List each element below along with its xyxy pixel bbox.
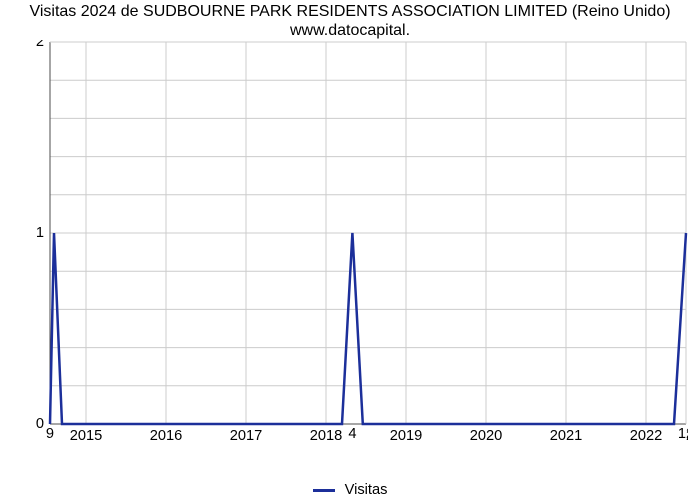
svg-text:2016: 2016	[150, 428, 183, 444]
chart-container: Visitas 2024 de SUDBOURNE PARK RESIDENTS…	[0, 0, 700, 500]
svg-text:2: 2	[36, 40, 44, 50]
svg-text:2021: 2021	[550, 428, 583, 444]
svg-text:2022: 2022	[630, 428, 663, 444]
line-chart: 0122015201620172018201920202021202220294…	[34, 40, 688, 454]
svg-text:2015: 2015	[70, 428, 103, 444]
legend: Visitas	[0, 482, 700, 498]
svg-text:2019: 2019	[390, 428, 423, 444]
svg-text:4: 4	[348, 426, 356, 442]
svg-text:1: 1	[36, 225, 44, 241]
legend-swatch	[313, 489, 335, 492]
legend-label: Visitas	[345, 482, 388, 498]
svg-text:0: 0	[36, 416, 44, 432]
svg-text:12: 12	[678, 426, 688, 442]
svg-text:2018: 2018	[310, 428, 343, 444]
chart-title-line1: Visitas 2024 de SUDBOURNE PARK RESIDENTS…	[0, 2, 700, 40]
svg-text:9: 9	[46, 426, 54, 442]
svg-text:2020: 2020	[470, 428, 503, 444]
svg-text:2017: 2017	[230, 428, 263, 444]
